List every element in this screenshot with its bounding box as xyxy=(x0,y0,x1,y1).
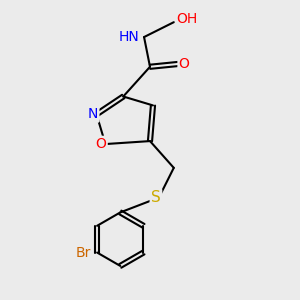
Text: OH: OH xyxy=(177,12,198,26)
Text: N: N xyxy=(88,107,98,121)
Text: HN: HN xyxy=(119,30,140,44)
Text: O: O xyxy=(179,57,190,71)
Text: S: S xyxy=(151,190,161,205)
Text: O: O xyxy=(95,137,106,151)
Text: Br: Br xyxy=(76,245,91,260)
